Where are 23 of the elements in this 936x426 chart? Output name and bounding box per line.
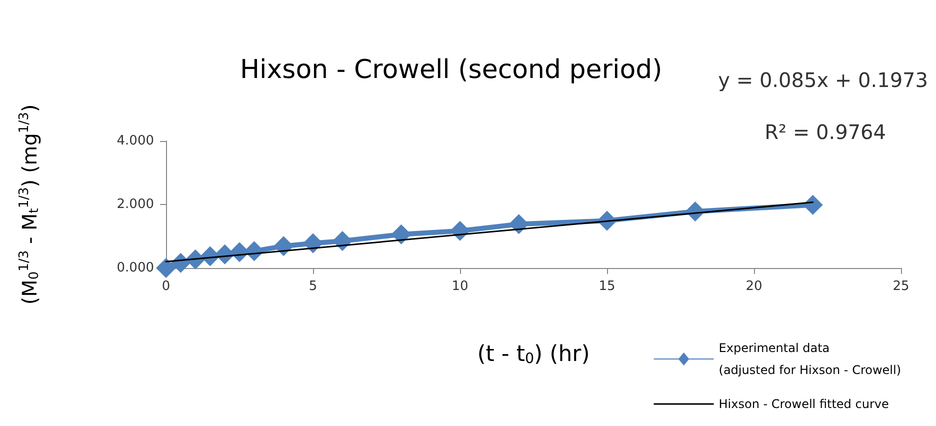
legend-label: Hixson - Crowell fitted curve [718, 397, 889, 411]
x-tick-label: 20 [746, 279, 762, 294]
x-tick-label: 5 [308, 279, 318, 294]
x-tick-label: 15 [598, 279, 616, 294]
point [156, 258, 176, 278]
chart-title: Hixson - Crowell (second period) [240, 55, 662, 85]
text: (M01/3 - Mt1/3) (mg1/3) [17, 104, 42, 305]
y-tick-label: 4.000 [116, 134, 154, 148]
point [274, 236, 294, 256]
y-tick-label: 2.000 [116, 197, 154, 212]
annotation: R² = 0.9764 [764, 120, 886, 144]
point [508, 214, 529, 234]
y-tick-label: 0.000 [116, 260, 154, 276]
x-axis-title: (t - t0) (hr) [477, 342, 590, 367]
point [391, 224, 412, 244]
x-tick-label: 25 [892, 279, 910, 294]
text: y = 0.085x + 0.1973 [718, 68, 928, 92]
x-tick-label: 0 [162, 279, 170, 294]
point [303, 233, 323, 254]
point [450, 220, 470, 241]
x-tick-label: 10 [452, 279, 468, 294]
legend-label: Experimental data (adjusted for Hixson - Crowell) [718, 341, 901, 377]
point [332, 231, 352, 252]
